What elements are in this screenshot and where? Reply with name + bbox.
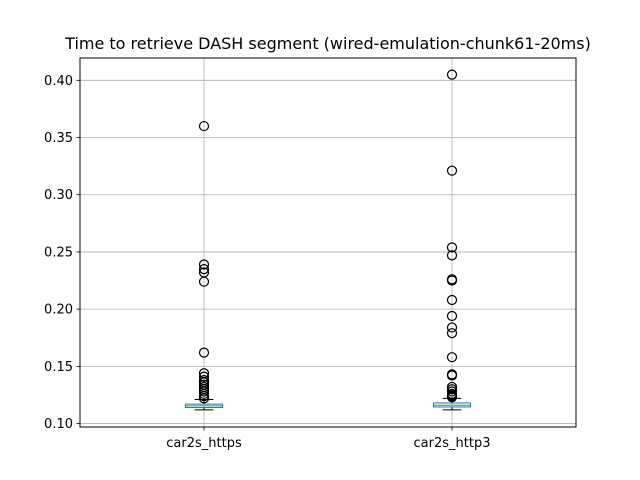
box-car2s_http3 bbox=[432, 69, 472, 411]
outlier-point bbox=[446, 328, 458, 339]
chart-title: Time to retrieve DASH segment (wired-emu… bbox=[64, 34, 591, 53]
outlier-point bbox=[198, 264, 210, 275]
y-tick-label: 0.15 bbox=[44, 360, 73, 375]
y-tick-label: 0.20 bbox=[44, 303, 73, 318]
box-car2s_https bbox=[184, 120, 224, 411]
outlier-point bbox=[198, 259, 210, 270]
outlier-point bbox=[446, 370, 458, 381]
y-tick-label: 0.35 bbox=[44, 131, 73, 146]
outlier-point bbox=[446, 242, 458, 253]
x-tick-label: car2s_http3 bbox=[414, 436, 491, 451]
outlier-point bbox=[446, 322, 458, 333]
outlier-point bbox=[446, 165, 458, 176]
outlier-point bbox=[198, 120, 210, 132]
outlier-point bbox=[446, 310, 458, 322]
outlier-point bbox=[446, 392, 458, 403]
x-axis: car2s_https car2s_http3 bbox=[166, 427, 490, 451]
outlier-point bbox=[198, 347, 210, 358]
outlier-point bbox=[198, 393, 210, 404]
y-tick-label: 0.25 bbox=[44, 245, 73, 260]
box-series bbox=[184, 69, 472, 411]
outlier-point bbox=[446, 352, 458, 363]
outlier-point bbox=[446, 250, 458, 261]
outlier-point bbox=[446, 294, 458, 306]
y-tick-label: 0.30 bbox=[44, 188, 73, 203]
y-tick-label: 0.40 bbox=[44, 74, 73, 89]
plot-area-frame bbox=[79, 57, 577, 428]
y-tick-label: 0.10 bbox=[44, 417, 73, 432]
outlier-point bbox=[198, 276, 210, 287]
outlier-point bbox=[198, 371, 210, 382]
y-axis: 0.10 0.15 0.20 0.25 0.30 0.35 0.40 bbox=[44, 74, 80, 432]
outlier-point bbox=[446, 275, 458, 286]
outlier-point bbox=[446, 69, 458, 80]
x-tick-label: car2s_https bbox=[166, 436, 242, 451]
